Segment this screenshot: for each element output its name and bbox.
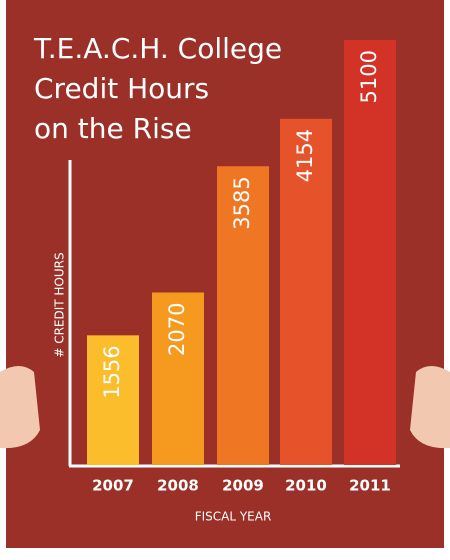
x-tick-label: 2007 <box>92 477 134 495</box>
value-label: 5100 <box>357 50 381 103</box>
bar <box>152 292 204 465</box>
left-hand <box>0 366 40 449</box>
x-tick-label: 2011 <box>349 477 391 495</box>
chart-title: Credit Hours <box>34 72 209 105</box>
x-tick-label: 2008 <box>157 477 199 495</box>
x-tick-label: 2010 <box>285 477 327 495</box>
value-label: 2070 <box>165 303 189 356</box>
x-axis-label: FISCAL YEAR <box>195 510 272 524</box>
y-axis-label: # CREDIT HOURS <box>53 252 67 357</box>
bar <box>280 118 332 465</box>
chart-title: T.E.A.C.H. College <box>33 32 282 65</box>
bar <box>87 335 139 465</box>
value-label: 3585 <box>230 176 254 229</box>
x-tick-label: 2009 <box>222 477 264 495</box>
chart-title: on the Rise <box>34 112 192 145</box>
value-label: 1556 <box>100 345 124 398</box>
bar <box>344 40 396 465</box>
value-label: 4154 <box>293 129 317 182</box>
bar <box>217 166 269 465</box>
right-hand <box>410 366 450 449</box>
